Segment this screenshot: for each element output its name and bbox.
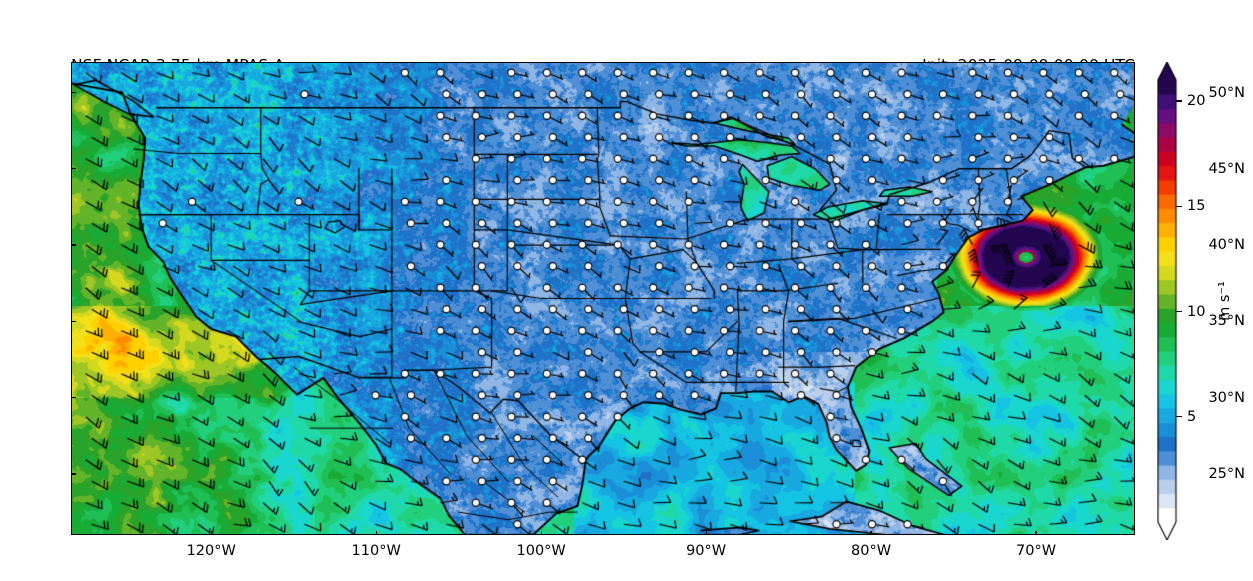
xtick-label-110W: 110°W <box>351 543 401 559</box>
xtick-mark <box>705 530 707 535</box>
xtick-mark <box>210 530 212 535</box>
xtick-mark <box>540 530 542 535</box>
colorbar-tick-label-10: 10 <box>1187 303 1206 320</box>
xtick-mark <box>1035 530 1037 535</box>
xtick-label-70W: 70°W <box>1015 543 1057 559</box>
xtick-mark <box>375 530 377 535</box>
windspeed-heatmap-canvas <box>71 62 1135 535</box>
xtick-label-80W: 80°W <box>851 543 892 559</box>
colorbar-tick-label-5: 5 <box>1187 408 1197 425</box>
colorbar-gradient <box>1157 62 1253 540</box>
xtick-label-90W: 90°W <box>686 543 727 559</box>
xtick-label-100W: 100°W <box>516 543 566 559</box>
colorbar-tick <box>1176 100 1182 102</box>
ytick-mark <box>71 473 76 475</box>
ytick-mark <box>71 397 76 399</box>
colorbar-tick-label-15: 15 <box>1187 198 1206 215</box>
ytick-mark <box>71 244 76 246</box>
colorbar-tick <box>1176 310 1182 313</box>
colorbar-tick-label-20: 20 <box>1187 93 1206 110</box>
xtick-label-120W: 120°W <box>186 543 236 559</box>
colorbar-tick <box>1176 416 1182 418</box>
colorbar: m s⁻¹ 5 10 15 20 <box>1157 62 1253 540</box>
colorbar-axis-label: m s⁻¹ <box>1217 281 1233 321</box>
ytick-mark <box>71 168 76 170</box>
colorbar-tick <box>1176 205 1182 207</box>
xtick-mark <box>870 530 872 535</box>
map-plot-area <box>71 62 1135 535</box>
ytick-mark <box>71 91 76 94</box>
ytick-mark <box>71 320 76 322</box>
